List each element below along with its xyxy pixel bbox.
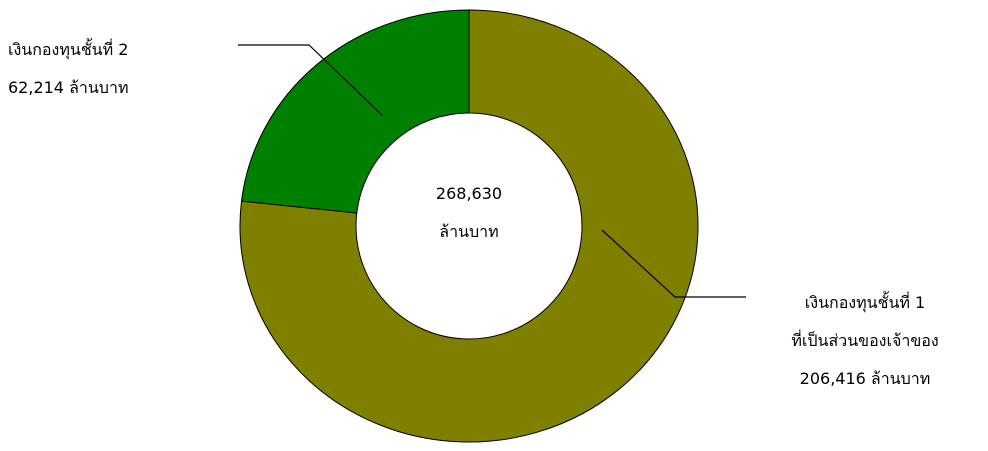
slice-label-tier1-name-line1: เงินกองทุนชั้นที่ 1 — [804, 293, 926, 312]
leader-line-tier2 — [238, 44, 384, 117]
slice-label-tier2-value: 62,214 ล้านบาท — [8, 78, 129, 97]
leader-line-tier1 — [601, 229, 746, 298]
slice-label-tier2: เงินกองทุนชั้นที่ 2 62,214 ล้านบาท — [8, 31, 128, 107]
donut-slices — [239, 9, 699, 443]
donut-center-total: 268,630 ล้านบาท — [409, 175, 529, 251]
slice-label-tier1-value: 206,416 ล้านบาท — [799, 369, 931, 388]
slice-1 — [239, 9, 699, 443]
slice-2 — [240, 9, 470, 214]
donut-center-total-value: 268,630 — [435, 184, 503, 203]
slice-label-tier2-name: เงินกองทุนชั้นที่ 2 — [8, 40, 129, 59]
donut-center-total-unit: ล้านบาท — [439, 222, 499, 241]
slice-label-tier1-name-line2: ที่เป็นส่วนของเจ้าของ — [791, 331, 939, 350]
slice-label-tier1: เงินกองทุนชั้นที่ 1 ที่เป็นส่วนของเจ้าขอ… — [745, 284, 985, 398]
leader-lines — [238, 44, 746, 298]
